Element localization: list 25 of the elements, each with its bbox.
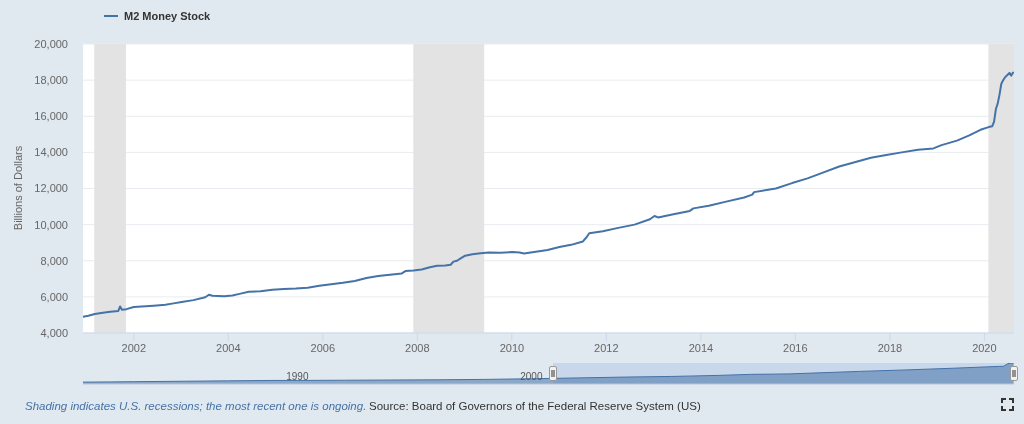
y-tick-label: 6,000 [40, 290, 68, 303]
legend-label: M2 Money Stock [124, 10, 211, 22]
source-note: Source: Board of Governors of the Federal Reserve System (US) [369, 400, 701, 412]
x-tick-label: 2008 [405, 341, 430, 354]
y-tick-label: 20,000 [34, 37, 68, 50]
x-tick-label: 2014 [688, 341, 714, 354]
x-tick-label: 2006 [310, 341, 336, 354]
line-series [83, 71, 1014, 318]
x-tick-label: 2004 [216, 341, 241, 354]
y-tick-label: 4,000 [40, 326, 68, 339]
text: Shading indicates U.S. recessions; the most recent one is ongoing. [25, 400, 367, 412]
x-tick-label: 1990 [286, 371, 309, 382]
x-tick-label: 2002 [121, 341, 147, 354]
y-axis-title: Billions of Dollars [12, 145, 24, 231]
y-tick-label: 10,000 [34, 218, 68, 231]
y-tick-label: 16,000 [34, 110, 68, 123]
y-tick-label: 14,000 [34, 146, 68, 159]
y-tick-label: 8,000 [40, 254, 68, 267]
y-tick-label: 18,000 [34, 74, 68, 87]
x-tick-label: 2012 [594, 341, 619, 354]
y-tick-label: 12,000 [34, 182, 68, 195]
x-tick-label: 2018 [877, 341, 903, 354]
x-tick-label: 2016 [783, 341, 808, 354]
x-tick-label: 2010 [499, 341, 525, 354]
x-tick-label: 2020 [972, 341, 997, 354]
